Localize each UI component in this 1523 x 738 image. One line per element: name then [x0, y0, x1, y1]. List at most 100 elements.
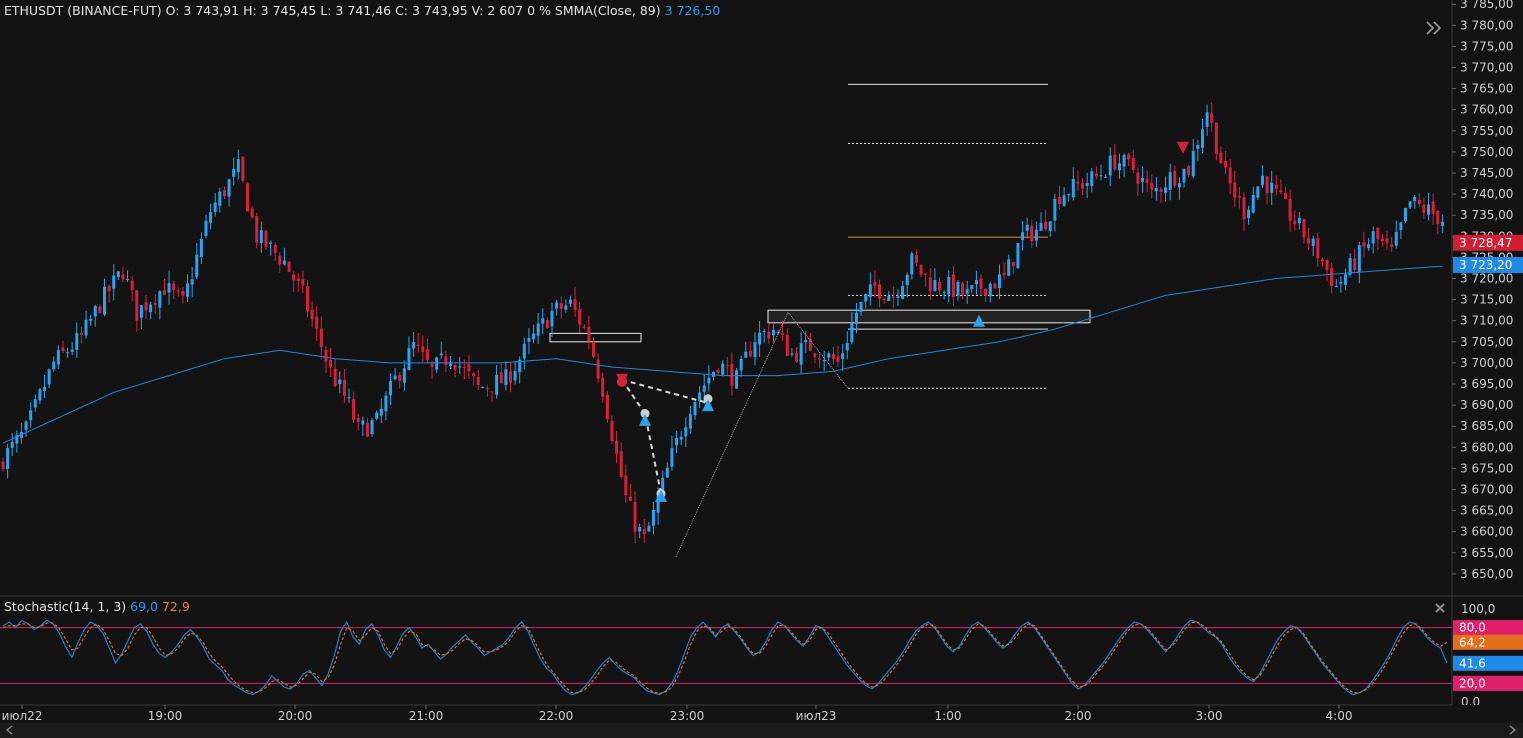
stochastic-k-current-label-bg — [1453, 655, 1523, 671]
candle-body — [1403, 208, 1407, 222]
candle-body — [255, 216, 259, 243]
candle-body — [1251, 195, 1255, 213]
candle-body — [628, 496, 632, 501]
candle-body — [610, 421, 614, 442]
candle-body — [1214, 122, 1218, 155]
candle-body — [407, 347, 411, 370]
candle-body — [176, 290, 180, 292]
candle-body — [310, 309, 314, 320]
price-tick-label: 3 715,00 — [1460, 293, 1513, 307]
candle-body — [1187, 165, 1191, 175]
candle-body — [850, 323, 854, 343]
candle-body — [1150, 182, 1154, 190]
candle-body — [227, 179, 231, 197]
price-tick-label: 3 670,00 — [1460, 483, 1513, 497]
candle-body — [864, 294, 868, 302]
price-tick-label: 3 735,00 — [1460, 208, 1513, 222]
candle-body — [1274, 184, 1278, 189]
zone-box — [767, 309, 1091, 324]
price-tick-label: 3 720,00 — [1460, 272, 1513, 286]
price-tick-label: 3 740,00 — [1460, 187, 1513, 201]
candle-body — [827, 353, 831, 358]
candle-body — [938, 282, 942, 291]
candle-body — [1127, 154, 1131, 160]
price-tick-label: 3 775,00 — [1460, 39, 1513, 53]
close-icon[interactable] — [1433, 600, 1447, 619]
candle-body — [1390, 244, 1394, 247]
candle-body — [89, 318, 93, 321]
candle-body — [1224, 160, 1228, 168]
price-tick-label: 3 690,00 — [1460, 398, 1513, 412]
candle-body — [564, 305, 568, 310]
candle-body — [716, 369, 720, 373]
price-axis[interactable]: 3 650,00 3 655,00 3 660,00 3 665,00 3 670,00… — [1451, 0, 1523, 722]
candle-body — [961, 283, 965, 295]
candle-body — [831, 354, 835, 360]
symbol-name: ETHUSDT (BINANCE-FUT) — [4, 3, 162, 18]
candle-body — [532, 333, 536, 340]
candle-body — [218, 191, 222, 206]
candle-body — [379, 408, 383, 416]
price-tick-label: 3 665,00 — [1460, 504, 1513, 518]
candle-body — [1136, 172, 1140, 184]
candle-body — [213, 202, 217, 213]
candle-body — [1016, 243, 1020, 269]
candle-body — [1260, 175, 1264, 186]
price-axis-bg — [1452, 0, 1523, 596]
candle-body — [439, 353, 443, 356]
candle-body — [365, 422, 369, 437]
candle-body — [1, 461, 5, 470]
candle-body — [656, 496, 660, 513]
candle-body — [1242, 197, 1246, 220]
candle-body — [449, 362, 453, 367]
candle-body — [596, 359, 600, 379]
stochastic-lower-band-label-bg — [1453, 675, 1523, 691]
candle-body — [748, 350, 752, 357]
candle-body — [52, 361, 56, 370]
time-axis[interactable]: июл22 19:00 20:00 21:00 22:00 23:00 июл23 1:00 2… — [0, 704, 1523, 738]
candle-body — [504, 369, 508, 386]
candle-body — [1168, 172, 1172, 190]
candle-body — [43, 386, 47, 391]
candle-body — [1182, 168, 1186, 183]
candle-body — [698, 392, 702, 402]
candle-body — [522, 343, 526, 359]
candle-body — [868, 284, 872, 298]
candle-body — [6, 448, 10, 469]
candle-body — [1011, 261, 1015, 267]
candle-body — [536, 323, 540, 336]
candle-body — [624, 475, 628, 496]
candle-body — [951, 274, 955, 297]
candle-body — [10, 441, 14, 448]
stochastic-name: Stochastic(14, 1, 3) — [4, 599, 127, 614]
candle-body — [241, 156, 245, 181]
price-tick-label: 3 780,00 — [1460, 18, 1513, 32]
buy-signal-marker — [973, 314, 985, 327]
candle-body — [29, 410, 33, 421]
candle-body — [79, 333, 83, 335]
stochastic-pane[interactable] — [0, 595, 1523, 696]
candle-body — [592, 342, 596, 357]
candle-body — [1436, 210, 1440, 225]
candle-body — [919, 264, 923, 275]
candle-body — [1173, 170, 1177, 186]
double-chevron-right-icon[interactable] — [1424, 18, 1444, 42]
candle-body — [1288, 198, 1292, 221]
candle-body — [389, 380, 393, 396]
candle-body — [398, 374, 402, 381]
stochastic-d-value: 72,9 — [161, 599, 190, 614]
candle-body — [199, 238, 203, 257]
candle-body — [1422, 204, 1426, 213]
candle-body — [1205, 112, 1209, 127]
candle-body — [762, 330, 766, 332]
stochastic-upper-band-label-bg — [1453, 620, 1523, 636]
candle-body — [730, 363, 734, 386]
candle-body — [910, 253, 914, 275]
stochastic-d-current-label: 64,2 — [1459, 635, 1486, 649]
candle-body — [1325, 259, 1329, 271]
stochastic-tick-label: 100,0 — [1461, 602, 1495, 616]
candle-body — [467, 364, 471, 372]
candle-body — [887, 296, 891, 302]
buy-signal-marker — [639, 413, 651, 426]
